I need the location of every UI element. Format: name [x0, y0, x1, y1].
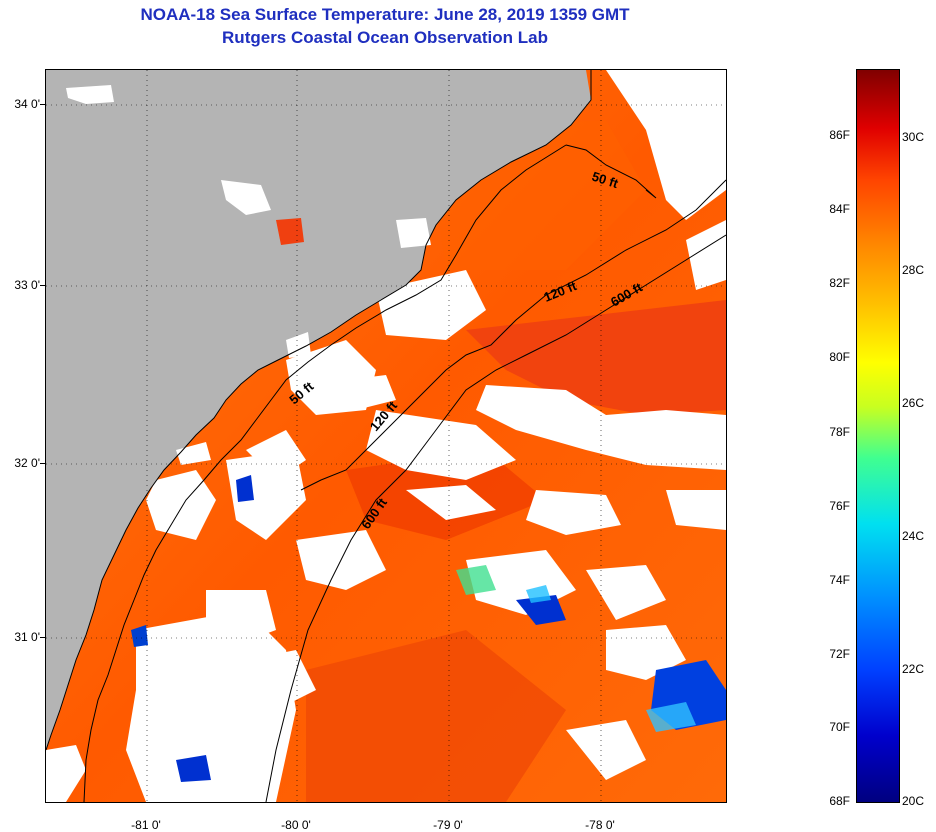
colorbar-label-78f: 78F [829, 425, 850, 439]
sst-map-svg: 50 ft 120 ft 600 ft 50 ft 120 ft 600 ft [46, 70, 726, 802]
map-title: NOAA-18 Sea Surface Temperature: June 28… [140, 5, 630, 24]
inland-lake [276, 218, 304, 245]
lon-label-81: -81 0' [131, 818, 161, 832]
colorbar-label-74f: 74F [829, 573, 850, 587]
colorbar-label-80f: 80F [829, 350, 850, 364]
graticule [46, 70, 726, 802]
lat-label-32: 32 0' [14, 456, 40, 470]
lon-label-80: -80 0' [281, 818, 311, 832]
isobath-50ft [83, 144, 657, 802]
coastline [46, 70, 592, 751]
lat-tick [40, 104, 45, 105]
lat-tick [40, 285, 45, 286]
colorbar-label-28c: 28C [902, 263, 925, 277]
land-mass [46, 70, 591, 750]
lat-label-33: 33 0' [14, 278, 40, 292]
colorbar-label-82f: 82F [829, 276, 850, 290]
lat-label-31: 31 0' [14, 630, 40, 644]
colorbar-label-22c: 22C [902, 662, 925, 676]
cloud-mask [126, 70, 726, 802]
colorbar-label-30c: 30C [902, 130, 925, 144]
lat-tick [40, 463, 45, 464]
colorbar-label-26c: 26C [902, 396, 925, 410]
colorbar-label-68f: 68F [829, 794, 850, 808]
colorbar-label-24c: 24C [902, 529, 925, 543]
colorbar-label-20c: 20C [902, 794, 925, 808]
colorbar-label-72f: 72F [829, 647, 850, 661]
map-subtitle: Rutgers Coastal Ocean Observation Lab [222, 28, 548, 47]
colorbar-label-70f: 70F [829, 720, 850, 734]
isobath-600ft [265, 234, 726, 802]
cool-spots [131, 475, 726, 782]
lat-label-34: 34 0' [14, 97, 40, 111]
sst-map: 50 ft 120 ft 600 ft 50 ft 120 ft 600 ft [45, 69, 727, 803]
colorbar-label-76f: 76F [829, 499, 850, 513]
lat-tick [40, 637, 45, 638]
lon-label-79: -79 0' [433, 818, 463, 832]
isobath-120ft [300, 179, 726, 491]
colorbar-label-84f: 84F [829, 202, 850, 216]
temperature-colorbar [856, 69, 900, 803]
lon-label-78: -78 0' [585, 818, 615, 832]
colorbar-label-86f: 86F [829, 128, 850, 142]
land-cloud [46, 85, 431, 802]
